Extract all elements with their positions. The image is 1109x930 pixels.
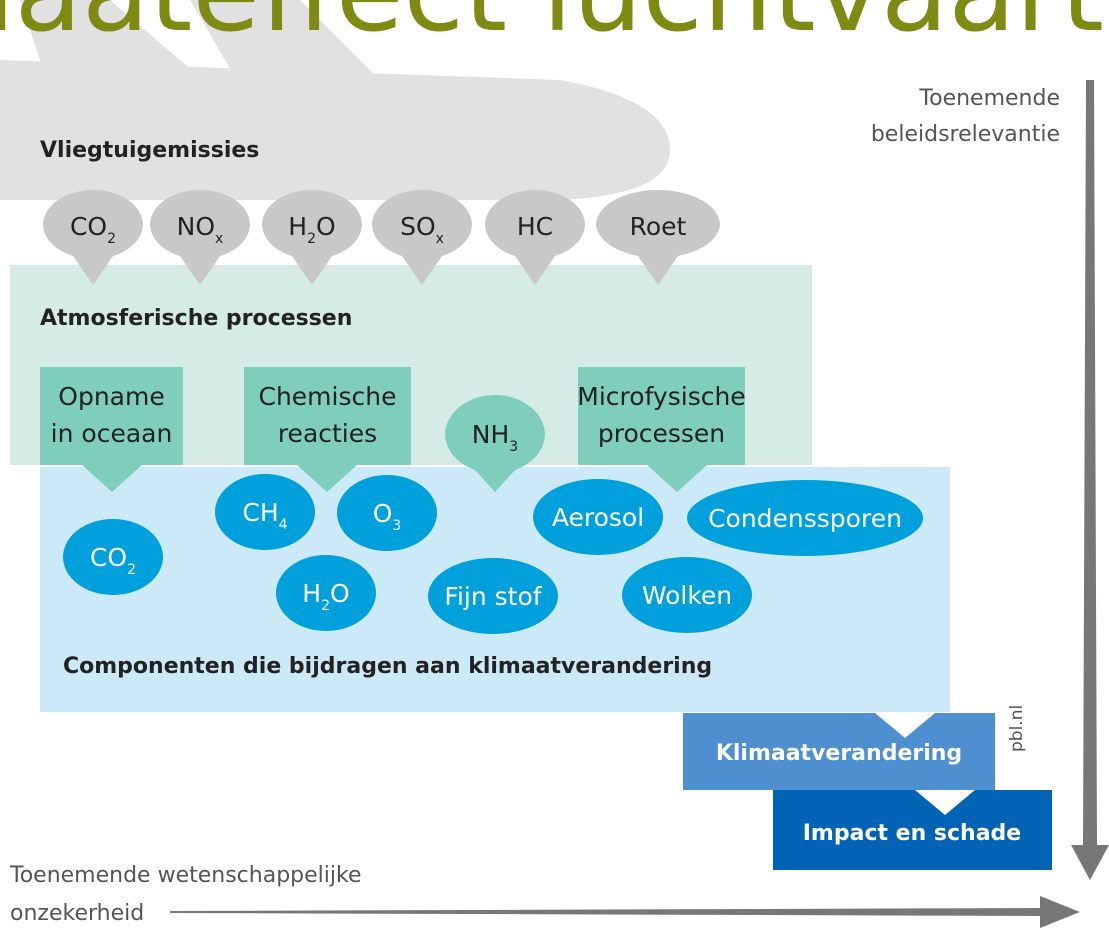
heading: Componenten die bijdragen aan klimaatver… xyxy=(63,654,712,679)
emission-bubble xyxy=(485,190,585,285)
process-label: processen xyxy=(598,419,725,448)
label-text: NH xyxy=(472,420,510,449)
label: CO2 xyxy=(70,212,116,247)
impact-box xyxy=(773,790,1052,870)
axis-label: beleidsrelevantie xyxy=(871,122,1060,147)
nh3-bubble xyxy=(445,395,545,492)
axis-label: onzekerheid xyxy=(10,901,144,926)
climate-box xyxy=(683,713,995,790)
label: H2O xyxy=(288,212,335,247)
component xyxy=(428,558,558,634)
label-text: Wolken xyxy=(642,581,732,610)
label-text: O xyxy=(330,579,350,608)
emission-bubble xyxy=(150,190,250,285)
label: Fijn stof xyxy=(444,582,542,611)
process-box xyxy=(40,367,183,492)
policy-arrow xyxy=(1071,80,1109,880)
process-label: in oceaan xyxy=(51,419,173,448)
label: SOx xyxy=(400,212,444,247)
label-sub: x xyxy=(215,231,223,247)
label: HC xyxy=(517,212,553,241)
label: H2O xyxy=(302,579,349,614)
component xyxy=(622,557,752,633)
process-box xyxy=(244,367,411,492)
component xyxy=(337,475,437,551)
label-text: Condenssporen xyxy=(708,504,902,533)
axis-label: Toenemende xyxy=(918,86,1060,111)
label-text: CO xyxy=(90,543,127,572)
label-text: O xyxy=(316,212,336,241)
label: Aerosol xyxy=(552,503,644,532)
label-text: Roet xyxy=(630,212,687,241)
label-text: CH xyxy=(242,498,278,527)
process-label: Chemische xyxy=(259,382,397,411)
label: CO2 xyxy=(90,543,136,578)
label: Roet xyxy=(630,212,687,241)
component xyxy=(533,479,663,555)
label: NOx xyxy=(177,212,224,247)
label-text: Fijn stof xyxy=(444,582,542,611)
process-label: reacties xyxy=(278,419,377,448)
label-sub: 4 xyxy=(279,517,288,533)
label-text: CO xyxy=(70,212,107,241)
label: Wolken xyxy=(642,581,732,610)
title: Klimaateffect luchtvaart xyxy=(0,0,1104,56)
emission-bubble xyxy=(596,190,720,285)
label-text: Aerosol xyxy=(552,503,644,532)
emission-bubble xyxy=(262,190,362,285)
source: pbl.nl xyxy=(1007,705,1027,752)
emission-bubble xyxy=(372,190,472,285)
component xyxy=(276,555,376,631)
climate-label: Klimaatverandering xyxy=(716,741,962,766)
axis-label: Toenemende wetenschappelijke xyxy=(9,863,361,888)
label-sub: x xyxy=(436,231,444,247)
label-text: NO xyxy=(177,212,215,241)
label-text: HC xyxy=(517,212,553,241)
label-sub: 2 xyxy=(107,231,116,247)
impact-label: Impact en schade xyxy=(803,821,1021,846)
label-sub: 3 xyxy=(509,439,518,455)
label: CH4 xyxy=(242,498,287,533)
label-sub: 2 xyxy=(127,562,136,578)
component xyxy=(215,474,315,550)
component xyxy=(687,480,923,556)
uncertainty-arrow xyxy=(170,896,1080,928)
emission-bubble xyxy=(43,190,143,285)
label-text: H xyxy=(302,579,321,608)
component xyxy=(63,519,163,595)
process-label: Microfysische xyxy=(577,382,745,411)
airplane xyxy=(0,0,670,200)
label: Condenssporen xyxy=(708,504,902,533)
label-text: H xyxy=(288,212,307,241)
label-text: O xyxy=(373,499,393,528)
label: O3 xyxy=(373,499,402,534)
label-text: SO xyxy=(400,212,436,241)
process-label: Opname xyxy=(58,382,164,411)
heading: Vliegtuigemissies xyxy=(40,138,259,163)
process-box xyxy=(578,367,745,492)
label-sub: 2 xyxy=(321,598,330,614)
label-sub: 3 xyxy=(392,518,401,534)
heading: Atmosferische processen xyxy=(40,306,352,331)
label-sub: 2 xyxy=(307,231,316,247)
label: NH3 xyxy=(472,420,518,455)
